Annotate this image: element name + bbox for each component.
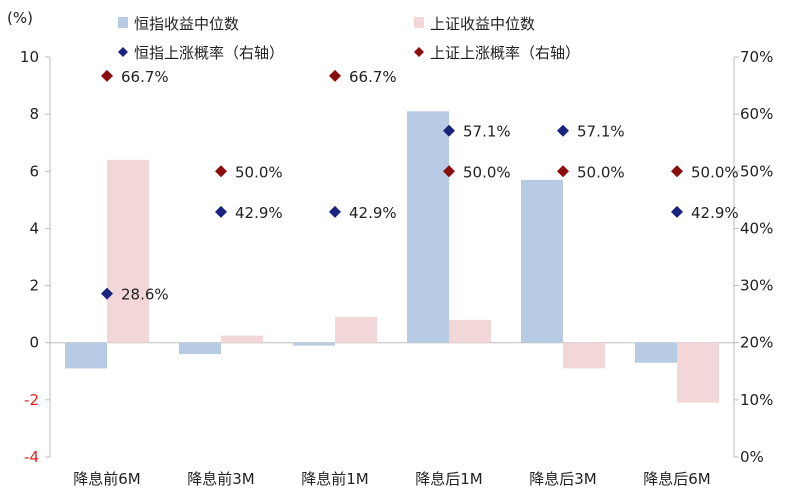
data-label: 50.0% (691, 163, 739, 181)
marker-hsi-3 (443, 124, 455, 137)
bar-hsi-3 (407, 111, 449, 343)
left-tick-label: 4 (29, 219, 39, 237)
bar-sse-1 (221, 335, 263, 343)
right-tick-label: 30% (740, 277, 773, 295)
left-tick-label: -2 (24, 391, 39, 409)
bar-hsi-2 (293, 342, 335, 346)
left-tick-label: -4 (24, 448, 39, 466)
legend-label-1: 上证收益中位数 (430, 15, 535, 33)
data-label: 66.7% (349, 68, 397, 86)
legend-swatch-0 (118, 17, 128, 28)
data-label: 50.0% (463, 163, 511, 181)
category-label: 降息后3M (529, 470, 597, 488)
bars (65, 111, 719, 403)
marker-hsi-4 (557, 124, 569, 137)
bar-sse-5 (677, 342, 719, 403)
marker-hsi-2 (329, 205, 341, 218)
data-label: 42.9% (691, 204, 739, 222)
marker-hsi-0 (101, 287, 113, 300)
right-tick-label: 60% (740, 105, 773, 123)
axes: -4 -2 0 2 4 6 8 10 0% 10% 20% 30% 40% 50% 60% 70% (%) 降息前… (7, 9, 773, 488)
left-axis-unit: (%) (7, 9, 33, 27)
data-label: 42.9% (349, 204, 397, 222)
legend-label-0: 恒指收益中位数 (134, 15, 239, 33)
right-tick-label: 40% (740, 219, 773, 237)
data-label: 50.0% (235, 163, 283, 181)
legend-swatch-1 (414, 17, 424, 28)
right-tick-label: 10% (740, 391, 773, 409)
left-tick-label: 10 (20, 48, 39, 66)
legend-swatch-3 (414, 47, 424, 57)
category-label: 降息后6M (643, 470, 711, 488)
category-label: 降息前1M (301, 470, 369, 488)
marker-sse-3 (443, 165, 455, 178)
bar-hsi-1 (179, 342, 221, 355)
category-label: 降息前6M (73, 470, 141, 488)
category-label: 降息前3M (187, 470, 255, 488)
left-tick-label: 2 (29, 277, 39, 295)
data-label: 57.1% (577, 123, 625, 141)
right-tick-label: 70% (740, 48, 773, 66)
data-label: 66.7% (121, 68, 169, 86)
marker-sse-2 (329, 69, 341, 82)
category-label: 降息后1M (415, 470, 483, 488)
bar-sse-2 (335, 317, 377, 343)
bar-hsi-4 (521, 179, 563, 343)
bar-sse-0 (107, 159, 149, 343)
marker-hsi-1 (215, 205, 227, 218)
marker-hsi-5 (671, 205, 683, 218)
marker-sse-0 (101, 69, 113, 82)
bar-hsi-5 (635, 342, 677, 363)
left-tick-label: 0 (29, 334, 39, 352)
left-tick-label: 8 (29, 105, 39, 123)
right-tick-label: 50% (740, 162, 773, 180)
legend-label-2: 恒指上涨概率（右轴） (134, 44, 284, 62)
bar-sse-4 (563, 342, 605, 369)
data-label: 57.1% (463, 123, 511, 141)
legend-label-3: 上证上涨概率（右轴） (430, 44, 580, 62)
markers: 28.6% 42.9% 42.9% 57.1% 57.1% 42.9% 66.7% 50.0%… (101, 68, 739, 304)
legend-swatch-2 (118, 47, 128, 57)
bar-sse-3 (449, 319, 491, 343)
data-label: 50.0% (577, 163, 625, 181)
marker-sse-4 (557, 165, 569, 178)
bar-hsi-0 (65, 342, 107, 369)
data-label: 42.9% (235, 204, 283, 222)
marker-sse-5 (671, 165, 683, 178)
marker-sse-1 (215, 165, 227, 178)
right-tick-label: 20% (740, 334, 773, 352)
left-tick-label: 6 (29, 162, 39, 180)
data-label: 28.6% (121, 286, 169, 304)
right-tick-label: 0% (740, 448, 764, 466)
